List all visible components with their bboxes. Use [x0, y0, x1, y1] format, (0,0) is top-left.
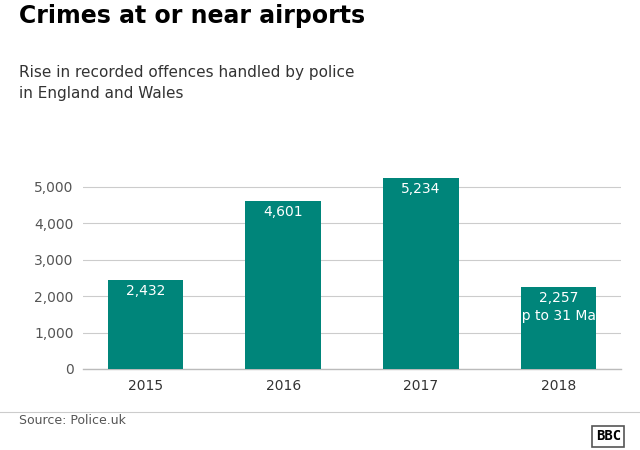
Bar [245, 201, 321, 369]
Bar [108, 280, 183, 369]
Text: Crimes at or near airports: Crimes at or near airports [19, 4, 365, 28]
Bar [383, 178, 459, 369]
Text: Rise in recorded offences handled by police
in England and Wales: Rise in recorded offences handled by pol… [19, 65, 355, 101]
Text: 5,234: 5,234 [401, 182, 440, 196]
Bar [521, 287, 596, 369]
Text: Source: Police.uk: Source: Police.uk [19, 414, 126, 427]
Text: BBC: BBC [596, 429, 621, 443]
Text: 2,432: 2,432 [126, 284, 165, 298]
Text: 4,601: 4,601 [263, 205, 303, 219]
Text: 2,257
up to 31 May: 2,257 up to 31 May [513, 291, 604, 324]
